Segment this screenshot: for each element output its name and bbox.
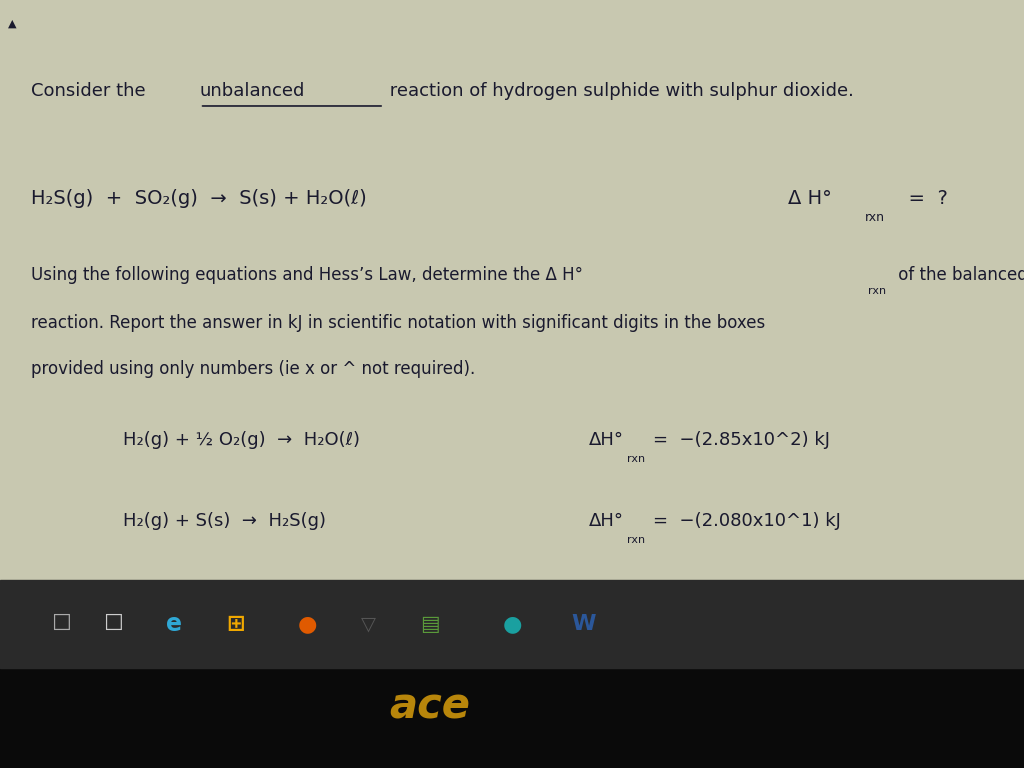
Text: =  −(2.9910x10^2) kJ: = −(2.9910x10^2) kJ: [653, 593, 853, 611]
Text: e: e: [166, 612, 182, 636]
Text: reaction of hydrogen sulphide with sulphur dioxide.: reaction of hydrogen sulphide with sulph…: [384, 82, 854, 100]
Text: H₂(g) + ½ O₂(g)  →  H₂O(ℓ): H₂(g) + ½ O₂(g) → H₂O(ℓ): [123, 432, 359, 449]
Text: =  ?: = ?: [896, 188, 948, 207]
Text: ▽: ▽: [361, 614, 376, 634]
Text: Consider the: Consider the: [31, 82, 152, 100]
Text: rxn: rxn: [627, 616, 645, 626]
Text: ⊞: ⊞: [226, 614, 245, 634]
Text: =  −(2.85x10^2) kJ: = −(2.85x10^2) kJ: [653, 432, 830, 449]
Text: ☐: ☐: [102, 614, 123, 634]
Text: ☐: ☐: [51, 614, 72, 634]
Text: rxn: rxn: [627, 455, 645, 465]
Text: ▤: ▤: [420, 614, 440, 634]
Bar: [0, 580, 1024, 668]
Text: ●: ●: [503, 614, 521, 634]
Bar: [0, 668, 1024, 768]
Text: rxn: rxn: [627, 535, 645, 545]
Text: W: W: [571, 614, 596, 634]
Text: ΔH°: ΔH°: [589, 593, 624, 611]
Text: of the balanced: of the balanced: [893, 266, 1024, 284]
Text: H₂S(g)  +  SO₂(g)  →  S(s) + H₂O(ℓ): H₂S(g) + SO₂(g) → S(s) + H₂O(ℓ): [31, 188, 367, 207]
Text: provided using only numbers (ie x or ^ not required).: provided using only numbers (ie x or ^ n…: [31, 360, 475, 378]
Text: unbalanced: unbalanced: [200, 82, 305, 100]
Text: ●: ●: [298, 614, 316, 634]
Text: H₂(g) + S(s)  →  H₂S(g): H₂(g) + S(s) → H₂S(g): [123, 512, 326, 530]
Text: ΔH°: ΔH°: [589, 512, 624, 530]
Text: =  −(2.080x10^1) kJ: = −(2.080x10^1) kJ: [653, 512, 841, 530]
Text: Δ H°: Δ H°: [788, 188, 833, 207]
Text: ▲: ▲: [8, 19, 16, 29]
Text: ace: ace: [389, 685, 470, 727]
Text: rxn: rxn: [865, 211, 886, 224]
Text: Using the following equations and Hess’s Law, determine the Δ H°: Using the following equations and Hess’s…: [31, 266, 583, 284]
Text: ΔH°: ΔH°: [589, 432, 624, 449]
Text: reaction. Report the answer in kJ in scientific notation with significant digits: reaction. Report the answer in kJ in sci…: [31, 314, 765, 332]
Text: rxn: rxn: [868, 286, 887, 296]
Text: S(s) + O₂(g)  →  SO₂(g): S(s) + O₂(g) → SO₂(g): [123, 593, 327, 611]
